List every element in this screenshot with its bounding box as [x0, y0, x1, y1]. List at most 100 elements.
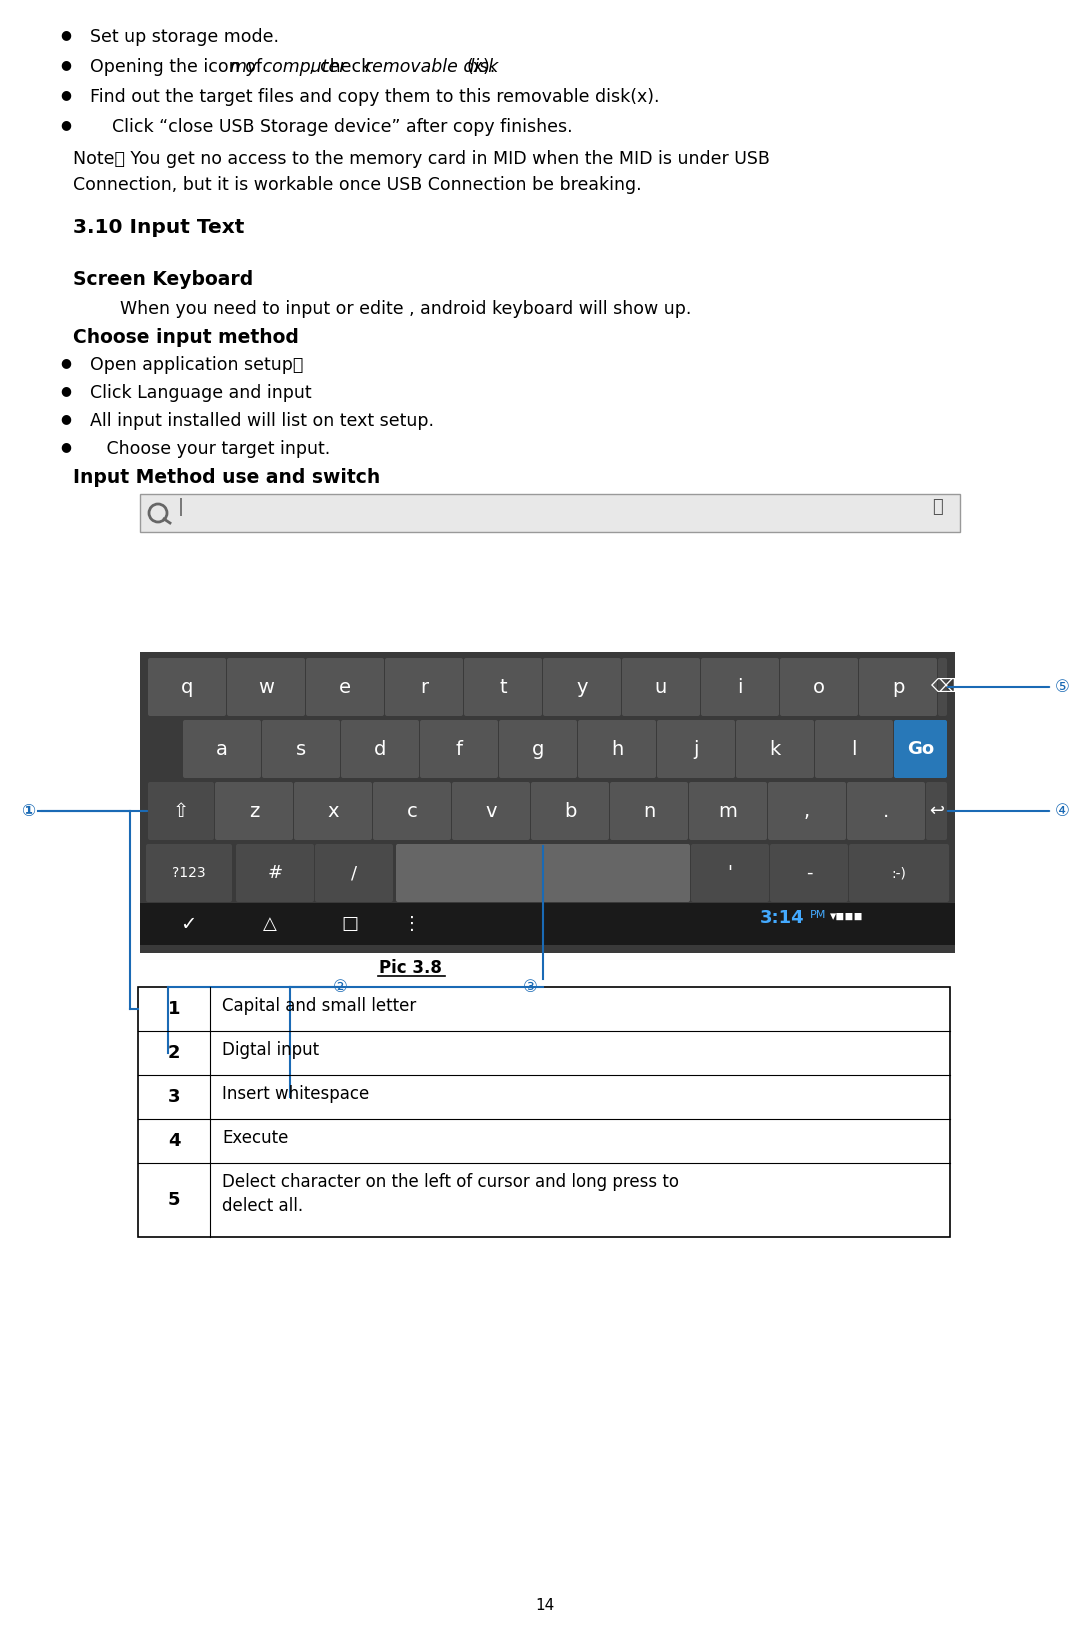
- Text: Choose your target input.: Choose your target input.: [90, 440, 330, 458]
- Text: ▾◾◾◾: ▾◾◾◾: [829, 911, 863, 924]
- Text: |: |: [178, 498, 184, 516]
- FancyBboxPatch shape: [499, 720, 577, 779]
- Text: Go: Go: [907, 740, 934, 757]
- Text: r: r: [420, 678, 428, 697]
- Text: my computer: my computer: [230, 59, 347, 77]
- FancyBboxPatch shape: [315, 844, 393, 902]
- FancyBboxPatch shape: [306, 658, 384, 717]
- Text: q: q: [181, 678, 193, 697]
- Text: 3:14: 3:14: [760, 909, 804, 927]
- Text: □: □: [341, 915, 359, 933]
- Text: , check: , check: [310, 59, 377, 77]
- Text: -: -: [806, 863, 812, 881]
- Text: .: .: [883, 801, 889, 821]
- FancyBboxPatch shape: [780, 658, 858, 717]
- Text: Insert whitespace: Insert whitespace: [222, 1085, 370, 1103]
- Text: g: g: [532, 740, 544, 759]
- Text: 4: 4: [168, 1132, 180, 1150]
- Text: k: k: [770, 740, 780, 759]
- Text: PM: PM: [810, 911, 826, 920]
- FancyBboxPatch shape: [531, 782, 609, 841]
- FancyBboxPatch shape: [657, 720, 735, 779]
- Text: ③: ③: [522, 977, 537, 995]
- FancyBboxPatch shape: [610, 782, 688, 841]
- Text: 3.10 Input Text: 3.10 Input Text: [73, 218, 244, 236]
- Text: o: o: [813, 678, 825, 697]
- FancyBboxPatch shape: [183, 720, 261, 779]
- Text: ,: ,: [804, 801, 810, 821]
- FancyBboxPatch shape: [464, 658, 542, 717]
- Text: ①: ①: [21, 801, 35, 819]
- Text: 3: 3: [168, 1088, 180, 1106]
- Text: i: i: [737, 678, 742, 697]
- Text: p: p: [892, 678, 905, 697]
- FancyBboxPatch shape: [385, 658, 463, 717]
- Bar: [138, 987, 950, 1236]
- Text: w: w: [258, 678, 274, 697]
- FancyBboxPatch shape: [691, 844, 770, 902]
- Text: Open application setup。: Open application setup。: [90, 357, 303, 375]
- Text: Digtal input: Digtal input: [222, 1041, 319, 1059]
- FancyBboxPatch shape: [689, 782, 767, 841]
- FancyBboxPatch shape: [373, 782, 451, 841]
- FancyBboxPatch shape: [396, 844, 690, 902]
- Text: Input Method use and switch: Input Method use and switch: [73, 468, 380, 487]
- FancyBboxPatch shape: [736, 720, 814, 779]
- Text: Set up storage mode.: Set up storage mode.: [90, 28, 279, 46]
- Text: ?123: ?123: [172, 867, 206, 880]
- Text: Opening the icon of: Opening the icon of: [90, 59, 267, 77]
- FancyBboxPatch shape: [146, 844, 232, 902]
- FancyBboxPatch shape: [227, 658, 305, 717]
- Text: Note： You get no access to the memory card in MID when the MID is under USB: Note： You get no access to the memory ca…: [73, 150, 770, 168]
- Text: Click Language and input: Click Language and input: [90, 384, 312, 402]
- Text: Capital and small letter: Capital and small letter: [222, 997, 416, 1015]
- Text: ⑤: ⑤: [1054, 678, 1069, 696]
- FancyBboxPatch shape: [215, 782, 293, 841]
- Text: :-): :-): [892, 867, 907, 880]
- Text: Pic 3.8: Pic 3.8: [378, 959, 441, 977]
- Text: (x).: (x).: [467, 59, 495, 77]
- Text: ●: ●: [60, 412, 71, 425]
- Text: ●: ●: [60, 59, 71, 72]
- FancyBboxPatch shape: [452, 782, 530, 841]
- FancyBboxPatch shape: [859, 658, 937, 717]
- Text: 2: 2: [168, 1044, 180, 1062]
- Text: ●: ●: [60, 117, 71, 130]
- Text: #: #: [267, 863, 282, 881]
- FancyBboxPatch shape: [148, 782, 214, 841]
- FancyBboxPatch shape: [420, 720, 498, 779]
- Text: x: x: [327, 801, 339, 821]
- FancyBboxPatch shape: [294, 782, 372, 841]
- Text: ●: ●: [60, 357, 71, 370]
- FancyBboxPatch shape: [262, 720, 340, 779]
- Text: Delect character on the left of cursor and long press to: Delect character on the left of cursor a…: [222, 1173, 679, 1191]
- Text: 14: 14: [535, 1598, 555, 1613]
- Text: ●: ●: [60, 384, 71, 397]
- Bar: [140, 845, 955, 899]
- Text: z: z: [249, 801, 259, 821]
- Text: ': ': [727, 863, 732, 881]
- Text: c: c: [407, 801, 417, 821]
- FancyBboxPatch shape: [341, 720, 419, 779]
- Text: ④: ④: [1054, 801, 1069, 819]
- Text: ↩: ↩: [929, 801, 944, 819]
- Bar: [140, 652, 955, 953]
- FancyBboxPatch shape: [543, 658, 621, 717]
- Text: j: j: [693, 740, 699, 759]
- Text: h: h: [610, 740, 623, 759]
- Text: All input installed will list on text setup.: All input installed will list on text se…: [90, 412, 434, 430]
- Text: u: u: [655, 678, 667, 697]
- Text: 5: 5: [168, 1191, 180, 1209]
- Text: f: f: [456, 740, 462, 759]
- FancyBboxPatch shape: [938, 658, 947, 717]
- Text: ●: ●: [60, 440, 71, 453]
- Bar: [140, 494, 960, 533]
- Text: m: m: [718, 801, 738, 821]
- Text: △: △: [263, 915, 277, 933]
- Text: Screen Keyboard: Screen Keyboard: [73, 270, 253, 288]
- Text: Choose input method: Choose input method: [73, 327, 299, 347]
- Text: ⋮: ⋮: [403, 915, 421, 933]
- Text: y: y: [577, 678, 588, 697]
- Text: ✓: ✓: [180, 914, 196, 933]
- FancyBboxPatch shape: [148, 658, 226, 717]
